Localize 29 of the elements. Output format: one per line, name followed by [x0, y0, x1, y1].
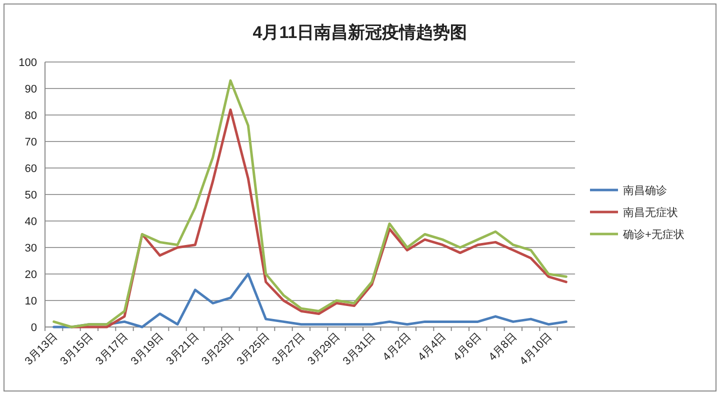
x-tick-label: 3月29日	[306, 330, 343, 368]
legend-label: 确诊+无症状	[622, 228, 684, 241]
x-tick-label: 3月27日	[270, 330, 308, 368]
x-tick-label: 3月15日	[58, 330, 96, 368]
line-series	[52, 272, 568, 328]
chart-title: 4月11日南昌新冠疫情趋势图	[252, 23, 468, 42]
x-tick-label: 3月19日	[128, 330, 166, 368]
y-tick-label: 90	[24, 84, 37, 96]
legend-label: 南昌无症状	[623, 206, 678, 219]
x-tick-label: 4月2日	[380, 330, 414, 364]
y-tick-label: 70	[24, 136, 37, 148]
y-tick-label: 80	[24, 110, 37, 122]
y-tick-label: 20	[24, 269, 37, 281]
x-tick-label: 3月23日	[200, 330, 237, 368]
x-tick-label: 4月10日	[518, 330, 555, 368]
x-tick-label: 3月31日	[340, 330, 378, 368]
y-tick-label: 50	[24, 190, 37, 202]
x-tick-label: 4月8日	[486, 330, 520, 364]
y-tick-label: 100	[18, 57, 37, 69]
x-tick-label: 3月21日	[164, 330, 202, 368]
y-tick-label: 60	[24, 163, 37, 175]
y-tick-label: 30	[24, 242, 37, 254]
x-tick-label: 3月25日	[234, 330, 272, 368]
y-tick-label: 40	[24, 216, 37, 228]
legend-label: 南昌确诊	[623, 184, 667, 197]
x-tick-label: 4月6日	[451, 330, 484, 364]
x-tick-label: 3月17日	[94, 330, 131, 368]
x-tick-label: 4月4日	[416, 330, 449, 364]
y-tick-label: 10	[24, 296, 37, 308]
